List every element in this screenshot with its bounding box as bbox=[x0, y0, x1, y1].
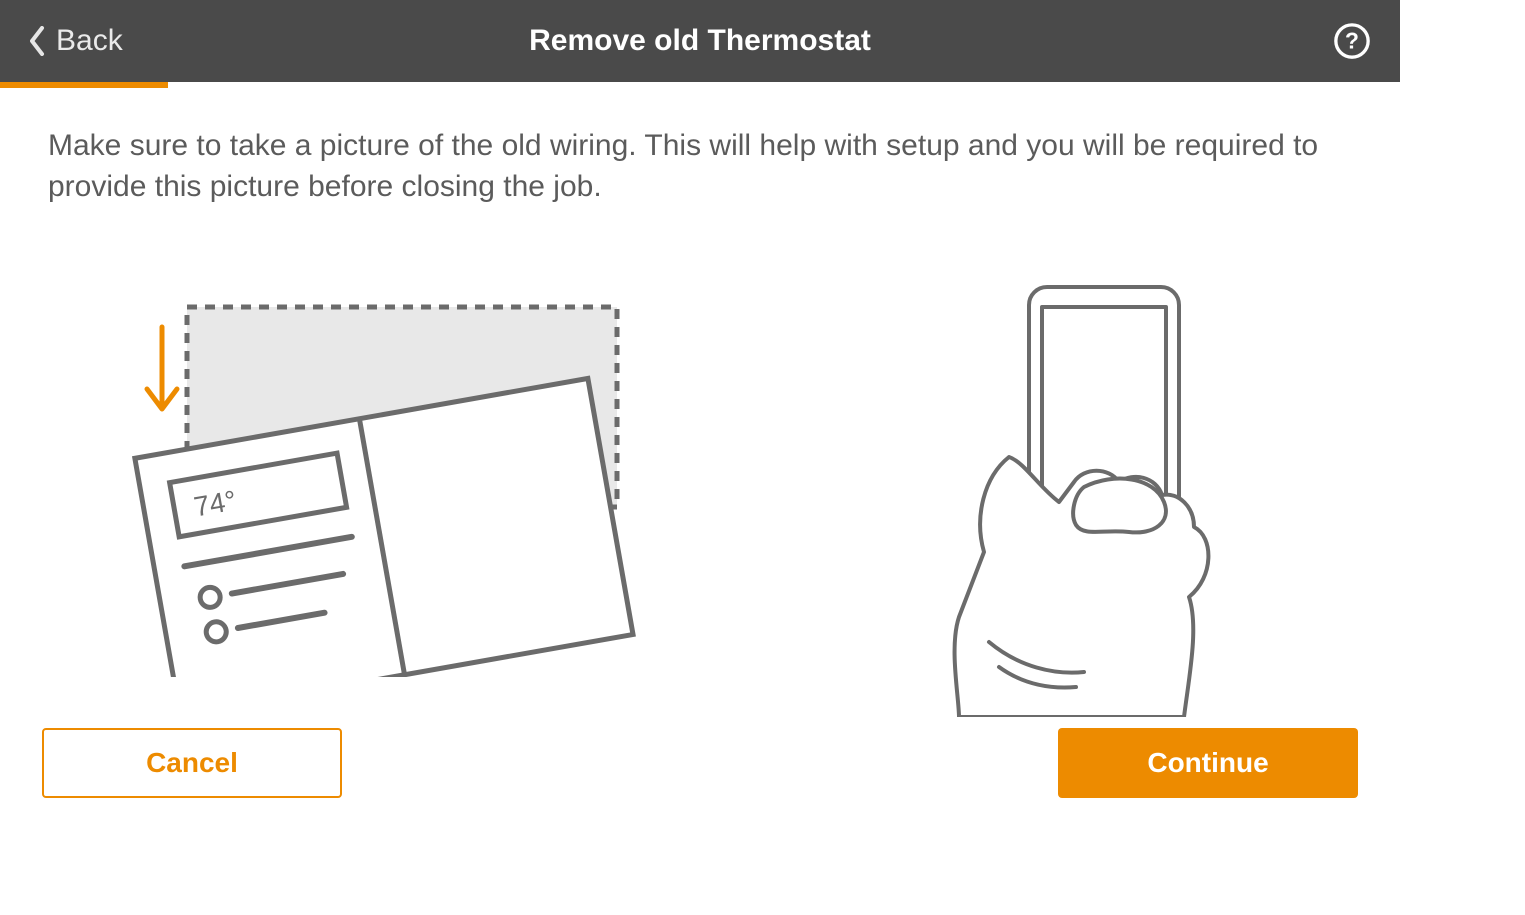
illustration-phone-photo bbox=[735, 277, 1352, 717]
illustration-remove-thermostat: 74° bbox=[78, 277, 695, 677]
instruction-text: Make sure to take a picture of the old w… bbox=[48, 126, 1352, 207]
page-title: Remove old Thermostat bbox=[529, 24, 871, 58]
footer-actions: Cancel Continue bbox=[42, 728, 1358, 798]
illustration-row: 74° bbox=[48, 277, 1352, 717]
hand-phone-icon bbox=[784, 277, 1304, 717]
svg-text:?: ? bbox=[1345, 28, 1359, 54]
thermostat-diagram-icon: 74° bbox=[107, 277, 667, 677]
back-label: Back bbox=[56, 24, 123, 58]
help-icon: ? bbox=[1333, 22, 1371, 60]
cancel-button[interactable]: Cancel bbox=[42, 728, 342, 798]
app-root: Back Remove old Thermostat ? Make sure t… bbox=[0, 0, 1400, 830]
header-bar: Back Remove old Thermostat ? bbox=[0, 0, 1400, 82]
back-button[interactable]: Back bbox=[28, 24, 123, 58]
continue-button[interactable]: Continue bbox=[1058, 728, 1358, 798]
chevron-left-icon bbox=[28, 26, 46, 56]
help-button[interactable]: ? bbox=[1332, 21, 1372, 61]
main-content: Make sure to take a picture of the old w… bbox=[0, 88, 1400, 717]
